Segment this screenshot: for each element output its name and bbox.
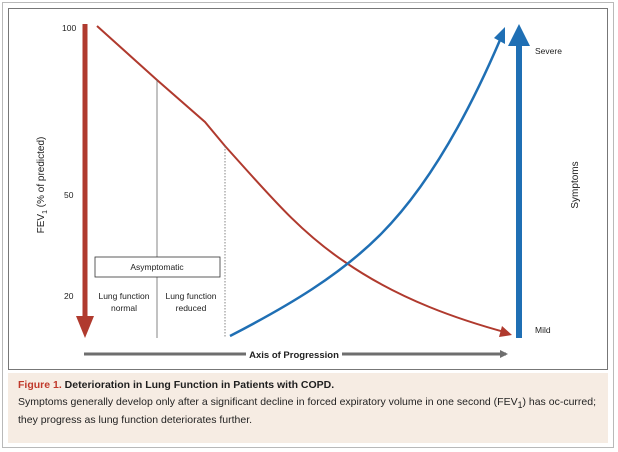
y-tick-20: 20 <box>64 291 74 301</box>
symptoms-mild-label: Mild <box>535 325 551 335</box>
y-axis-label: FEV1 (% of predicted) <box>36 137 49 234</box>
caption-body-part2: ) has oc-curred; they progress as lung f… <box>18 396 596 427</box>
normal-label-line1: Lung function <box>98 291 149 301</box>
caption-figure-label: Figure 1. <box>18 379 62 391</box>
y-axis-label-suffix: (% of predicted) <box>36 137 47 210</box>
y-tick-50: 50 <box>64 190 74 200</box>
symptoms-severe-label: Severe <box>535 46 562 56</box>
y-tick-100: 100 <box>62 23 76 33</box>
y-axis-label-main: FEV <box>36 214 47 234</box>
reduced-label-line1: Lung function <box>165 291 216 301</box>
fev-decline-curve <box>96 25 509 334</box>
normal-label-line2: normal <box>111 303 137 313</box>
figure-caption: Figure 1. Deterioration in Lung Function… <box>8 373 608 443</box>
diagram-panel <box>8 8 608 370</box>
symptoms-curve <box>229 39 502 338</box>
caption-body-subscript: 1 <box>517 400 523 411</box>
symptoms-axis-label: Symptoms <box>570 161 581 208</box>
progression-axis-label: Axis of Progression <box>249 350 339 361</box>
reduced-label-line2: reduced <box>176 303 207 313</box>
symptoms-curve-arrow-head <box>494 27 505 44</box>
y-axis-label-subscript: 1 <box>42 210 49 214</box>
asymptomatic-box <box>94 256 221 278</box>
caption-title-text: Deterioration in Lung Function in Patien… <box>61 379 335 391</box>
symptoms-axis-arrow-head <box>508 24 530 46</box>
caption-body-part1: Symptoms generally develop only after a … <box>18 396 518 408</box>
asymptomatic-label: Asymptomatic <box>130 262 184 272</box>
caption-body: Symptoms generally develop only after a … <box>18 395 598 428</box>
fev-axis-arrow-head <box>76 316 94 338</box>
caption-title: Figure 1. Deterioration in Lung Function… <box>18 379 598 391</box>
fev-decline-arrow-head <box>499 326 512 337</box>
